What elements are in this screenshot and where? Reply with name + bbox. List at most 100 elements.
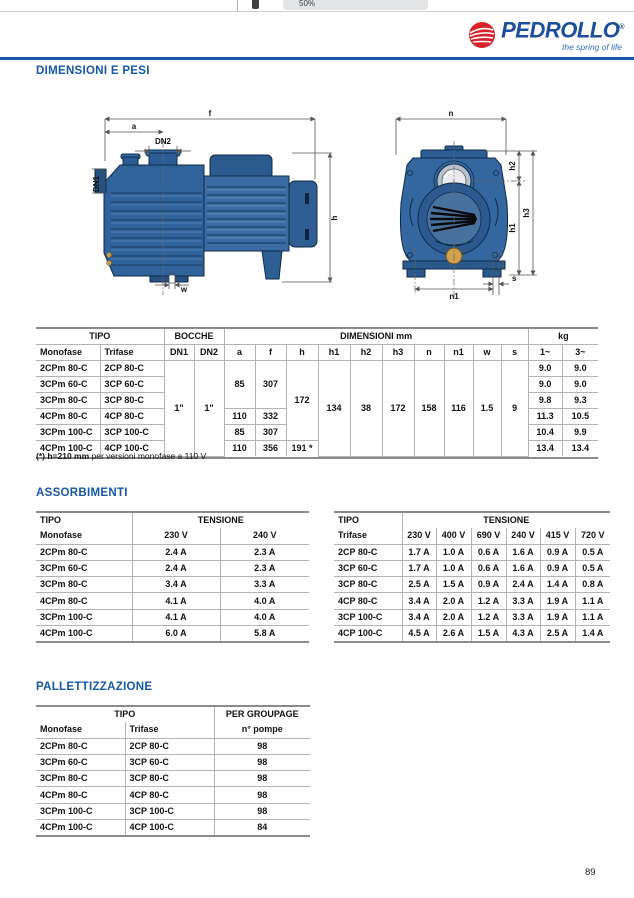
swirl-lines (469, 27, 495, 43)
dim-col-kg1: 1~ (527, 344, 563, 361)
table-row: 4CPm 80-C 4.1 A 4.0 A (36, 592, 310, 610)
trifase-table-wrap: TIPO TENSIONE Trifase 230 V 400 V 690 V … (334, 511, 611, 644)
dim-val-kg3: 13.4 (561, 440, 599, 456)
dim-val-kg3: 9.0 (561, 376, 599, 393)
tri-amp: 1.5 A (435, 576, 472, 594)
pal-model-tri: 4CP 80-C (124, 786, 215, 804)
dimensions-table-wrap: TIPO BOCCHE DIMENSIONI mm kg Monofase Tr… (36, 327, 599, 459)
dim-header-tipo: TIPO (36, 329, 165, 345)
dim-model-mono: 3CPm 100-C (36, 424, 101, 441)
casing-wings (409, 197, 499, 227)
dim-label-n: n (449, 109, 454, 118)
table-row: 3CP 100-C 3.4 A 2.0 A 1.2 A 3.3 A 1.9 A … (334, 608, 611, 627)
logo-swirl-icon (469, 22, 496, 48)
tri-phase-label: Trifase (334, 528, 403, 545)
pump-side-view-drawing: f a DN2 DN1 h w (92, 109, 339, 295)
dim-val-h: 172 (285, 360, 319, 441)
dim-col-h3: h3 (381, 344, 415, 361)
table-row: 3CPm 80-C 3CP 80-C 98 (36, 770, 311, 788)
tri-amp: 1.6 A (505, 559, 541, 578)
toolbar-divider (237, 0, 238, 11)
tri-amp: 2.0 A (435, 592, 472, 610)
tri-voltage: 240 V (505, 528, 541, 545)
tri-header-tensione: TENSIONE (401, 513, 611, 529)
dim-val-h3: 172 (381, 360, 415, 457)
mono-model: 4CPm 80-C (36, 592, 133, 610)
mono-model: 2CPm 80-C (36, 543, 133, 561)
mono-voltage-230: 230 V (131, 528, 221, 545)
mono-amp: 2.4 A (131, 543, 221, 561)
mono-header-tensione: TENSIONE (131, 513, 310, 529)
mono-model: 3CPm 80-C (36, 576, 133, 594)
dim-val-kg1: 9.0 (527, 376, 563, 393)
dim-val-kg3: 9.9 (561, 424, 599, 441)
dim-table-footnote: (*) h=210 mm per versioni monofase a 110… (36, 451, 206, 461)
drain-plug-upper (106, 252, 112, 258)
motor-foot (261, 250, 283, 280)
mono-amp: 4.0 A (219, 608, 310, 627)
mono-model: 4CPm 100-C (36, 625, 133, 642)
dim-col-h1: h1 (317, 344, 351, 361)
table-row: 3CPm 100-C 3CP 100-C 98 (36, 802, 311, 821)
tri-header-tipo: TIPO (334, 513, 403, 529)
pal-count: 98 (213, 753, 311, 772)
dim-val-kg3: 9.3 (561, 392, 599, 409)
mono-voltage-240: 240 V (219, 528, 310, 545)
toolbar-button-icon[interactable] (252, 0, 259, 9)
mono-amp: 2.3 A (219, 559, 310, 578)
front-dimension-lines (395, 116, 537, 295)
pedrollo-logo: PEDROLLO® the spring of life (467, 17, 624, 52)
monofase-absorption-table: TIPO TENSIONE Monofase 230 V 240 V 2CPm … (36, 513, 310, 642)
dim-label-dn1: DN1 (92, 175, 101, 192)
foot-left (406, 268, 426, 278)
dim-val-dn2: 1" (193, 360, 225, 457)
dim-val-kg1: 13.4 (527, 440, 563, 456)
dim-header-dimensioni: DIMENSIONI mm (223, 329, 529, 345)
tri-amp: 1.4 A (574, 625, 611, 642)
tri-amp: 0.6 A (470, 543, 507, 561)
dim-val-kg1: 9.8 (527, 392, 563, 409)
pal-model-mono: 3CPm 60-C (36, 753, 126, 772)
dim-label-n1: n1 (449, 292, 459, 301)
table-row: 3CP 80-C 2.5 A 1.5 A 0.9 A 2.4 A 1.4 A 0… (334, 576, 611, 594)
dim-col-s: s (500, 344, 529, 361)
tri-amp: 1.9 A (539, 608, 576, 627)
gauge-highlight (443, 169, 457, 178)
pump-front-body (400, 145, 508, 278)
pump-side-body (94, 149, 318, 284)
tri-amp: 1.7 A (401, 543, 437, 561)
table-row: 3CPm 80-C 3.4 A 3.3 A (36, 576, 310, 594)
dim-model-mono: 3CPm 60-C (36, 376, 101, 393)
mono-amp: 5.8 A (219, 625, 310, 642)
bolt-holes (407, 170, 499, 258)
tri-model: 3CP 100-C (334, 608, 403, 627)
dim-val-w: 1.5 (472, 360, 502, 457)
tri-amp: 1.2 A (470, 608, 507, 627)
dim-val-f: 307 (254, 424, 287, 441)
section-title-palletization: PALLETTIZZAZIONE (36, 681, 153, 693)
casing-ribs (111, 192, 202, 266)
table-row: 3CPm 60-C 3CP 60-C 98 (36, 753, 311, 772)
dim-label-a: a (132, 122, 137, 131)
dim-val-f: 356 (254, 440, 287, 456)
pal-col-pompe: n° pompe (213, 722, 311, 739)
dim-val-kg3: 9.0 (561, 360, 599, 377)
mono-amp: 6.0 A (131, 625, 221, 642)
zoom-value[interactable]: 50% (299, 0, 316, 8)
dim-model-tri: 3CP 100-C (99, 424, 165, 441)
page-header: PEDROLLO® the spring of life (0, 12, 634, 57)
dim-val-kg1: 10.4 (527, 424, 563, 441)
mono-header-tipo: TIPO (36, 513, 133, 529)
dim-val-kg1: 11.3 (527, 408, 563, 425)
tri-model: 3CP 60-C (334, 559, 403, 578)
tri-group-header-row: TIPO TENSIONE (334, 513, 611, 529)
dim-col-kg3: 3~ (561, 344, 599, 361)
pal-count: 84 (213, 819, 311, 836)
dim-val-f: 332 (254, 408, 287, 425)
zoom-control[interactable]: 50% (283, 0, 428, 10)
tri-model: 3CP 80-C (334, 576, 403, 594)
tri-amp: 0.9 A (470, 576, 507, 594)
tri-amp: 4.5 A (401, 625, 437, 642)
tri-amp: 3.3 A (505, 592, 541, 610)
page-number: 89 (585, 867, 596, 878)
